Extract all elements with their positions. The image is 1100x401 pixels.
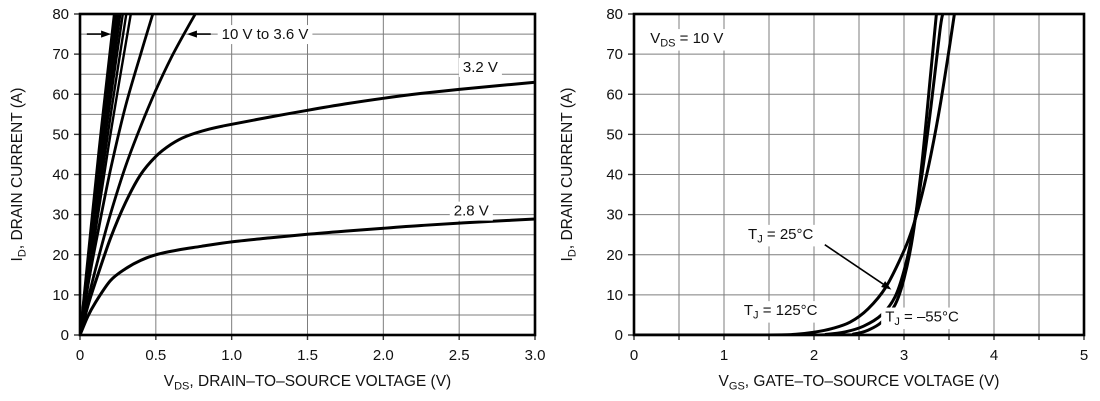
x-tick-label: 0 (630, 347, 638, 364)
y-tick-label: 10 (52, 287, 69, 304)
text-part: I (559, 257, 576, 261)
arrow-to-bundle-left-head (101, 30, 112, 38)
y-tick-label: 30 (606, 207, 623, 224)
x-tick-label: 1.0 (221, 347, 242, 364)
text-part: T (744, 302, 753, 319)
curve-vgs-3-2-v (79, 80, 536, 336)
annotations: 10 V to 3.6 V 3.2 V 2.8 V (86, 25, 502, 221)
curves (79, 13, 536, 336)
curve-vgs-3-8-v (79, 13, 155, 336)
gate-voltage-range-label: 10 V to 3.6 V (222, 26, 309, 43)
y-axis-title: ID, DRAIN CURRENT (A) (559, 88, 579, 262)
annotations: VDS = 10 VTJ = 25°CTJ = 125°C TJ = –55°C (646, 29, 963, 330)
text-part: D (17, 249, 29, 257)
vgs-2p8-label: 2.8 V (454, 203, 489, 220)
tj-25-label-bg (744, 224, 818, 247)
x-tick-label: 2.5 (449, 347, 470, 364)
text-part: T (748, 226, 757, 243)
text-part: , DRAIN CURRENT (A) (559, 88, 576, 250)
drain-current-vs-vgs-chart: VDS = 10 V TJ = 25°C TJ = 125°C TJ = –55°C 0… (550, 0, 1100, 401)
y-tick-label: 20 (606, 247, 623, 264)
y-tick-label: 50 (52, 126, 69, 143)
curve-vgs-3-6-v (79, 13, 197, 336)
text-part: J (753, 310, 759, 322)
x-tick-label: 2.0 (373, 347, 394, 364)
text-part: V (719, 373, 730, 390)
y-tick-label: 80 (606, 6, 623, 23)
text-part: J (757, 233, 763, 245)
text-part: T (885, 309, 894, 326)
y-tick-label: 70 (52, 46, 69, 63)
text-part: = –55°C (900, 309, 959, 326)
vds-condition-label: VDS = 10 V (650, 30, 723, 50)
transfer-characteristics-svg: VDS = 10 VTJ = 25°CTJ = 125°C TJ = –55°C0… (550, 0, 1100, 401)
arrow-tj-25-line (824, 244, 884, 285)
curve-vgs-2-8-v (79, 217, 536, 336)
vgs-2p8-label-bg (449, 201, 493, 221)
plot-border (78, 12, 537, 337)
tj-minus55-label-bg (881, 307, 963, 330)
text-part: = 125°C (759, 302, 818, 319)
tick-labels: 0 0.5 1.0 1.5 2.0 2.5 3.0 0 10 20 30 40 50 60 70 80 (52, 6, 545, 364)
x-tick-label: 3.0 (525, 347, 546, 364)
text-part: = 10 V (675, 30, 723, 47)
gate-voltage-range-label-bg (217, 25, 313, 45)
text-part: 3.2 V (463, 59, 498, 76)
text-part: I (9, 257, 26, 261)
text-part: J (894, 316, 900, 328)
x-axis-title: VGS, GATE–TO–SOURCE VOLTAGE (V) (719, 373, 1000, 393)
y-tick-label: 60 (52, 86, 69, 103)
x-axis-title: VDS, DRAIN–TO–SOURCE VOLTAGE (V) (164, 373, 451, 393)
drain-current-vs-vds-chart: 10 V to 3.6 V 3.2 V 2.8 V 0 0.5 1.0 1.5 2.0 2.5 3… (9, 6, 546, 393)
y-tick-label: 40 (606, 167, 623, 184)
y-tick-label: 0 (615, 327, 623, 344)
tj-125-label: TJ = 125°C (744, 302, 818, 322)
plot-border (632, 12, 1086, 337)
y-tick-label: 0 (61, 327, 69, 344)
y-tick-label: 80 (52, 6, 69, 23)
text-part: V (164, 373, 175, 390)
x-tick-label: 0.5 (145, 347, 166, 364)
y-axis-title: ID, DRAIN CURRENT (A) (9, 88, 29, 262)
x-tick-label: 5 (1080, 347, 1088, 364)
text-part: , DRAIN–TO–SOURCE VOLTAGE (V) (189, 373, 451, 390)
text-part: = 25°C (763, 226, 814, 243)
vgs-3p2-label: 3.2 V (463, 59, 498, 76)
tj-25-label: TJ = 25°C (748, 226, 813, 246)
x-tick-label: 1.5 (297, 347, 318, 364)
vds-condition-label-bg (646, 29, 728, 51)
y-tick-label: 60 (606, 86, 623, 103)
text-part: , GATE–TO–SOURCE VOLTAGE (V) (745, 373, 1000, 390)
x-tick-label: 2 (810, 347, 818, 364)
y-tick-label: 40 (52, 167, 69, 184)
text-part: 10 V to 3.6 V (222, 26, 309, 43)
text-part: , DRAIN CURRENT (A) (9, 88, 26, 250)
tj-125-label-bg (739, 301, 822, 323)
y-tick-label: 30 (52, 207, 69, 224)
tj-minus55-label: TJ = –55°C (885, 309, 959, 329)
chart-background (550, 0, 1100, 401)
x-tick-label: 4 (990, 347, 998, 364)
text-part: GS (729, 381, 745, 393)
text-part: DS (174, 381, 189, 393)
x-tick-label: 0 (76, 347, 84, 364)
y-tick-label: 20 (52, 247, 69, 264)
x-tick-label: 3 (900, 347, 908, 364)
text-part: 2.8 V (454, 203, 489, 220)
text-part: D (567, 249, 579, 257)
text-part: DS (660, 38, 675, 50)
y-tick-label: 50 (606, 126, 623, 143)
on-region-characteristics-svg: 10 V to 3.6 V 3.2 V 2.8 V 0 0.5 1.0 1.5 2.0 2.5 3… (9, 6, 546, 393)
vgs-3p2-label-bg (458, 57, 502, 77)
y-tick-label: 10 (606, 287, 623, 304)
x-tick-label: 1 (720, 347, 728, 364)
arrow-tj-25-head (881, 281, 892, 290)
y-tick-label: 70 (606, 46, 623, 63)
arrow-to-bundle-right-head (186, 30, 197, 38)
text-part: V (650, 30, 660, 47)
